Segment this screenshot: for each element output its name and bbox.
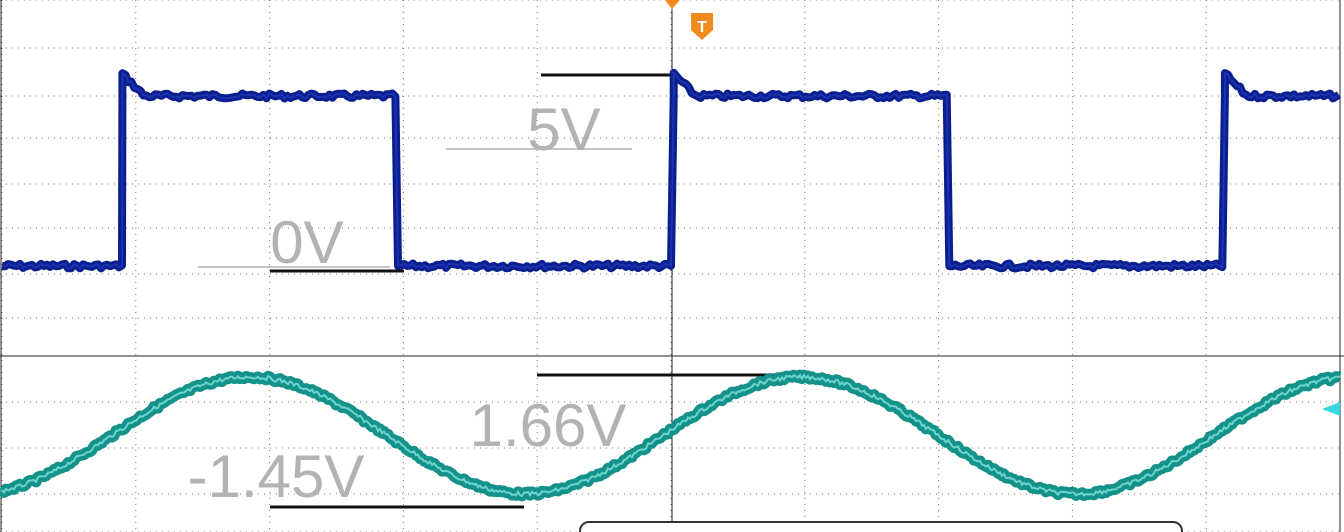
- label-max: 1.66V: [470, 392, 627, 459]
- readout-panel: [579, 521, 1183, 532]
- trigger-label: T: [697, 19, 707, 36]
- label-0v: 0V: [270, 209, 343, 276]
- trigger-marker: T: [665, 0, 713, 40]
- square-wave-trace-highlight: [1, 69, 1340, 270]
- channel2-level-icon: [1322, 402, 1340, 416]
- label-5v: 5V: [527, 96, 600, 163]
- trigger-level-icon: [691, 13, 713, 40]
- sine-wave-trace-highlight: [1, 373, 1341, 498]
- traces: [0, 68, 1344, 502]
- label-min: -1.45V: [188, 443, 365, 510]
- trigger-position-icon: [665, 0, 680, 9]
